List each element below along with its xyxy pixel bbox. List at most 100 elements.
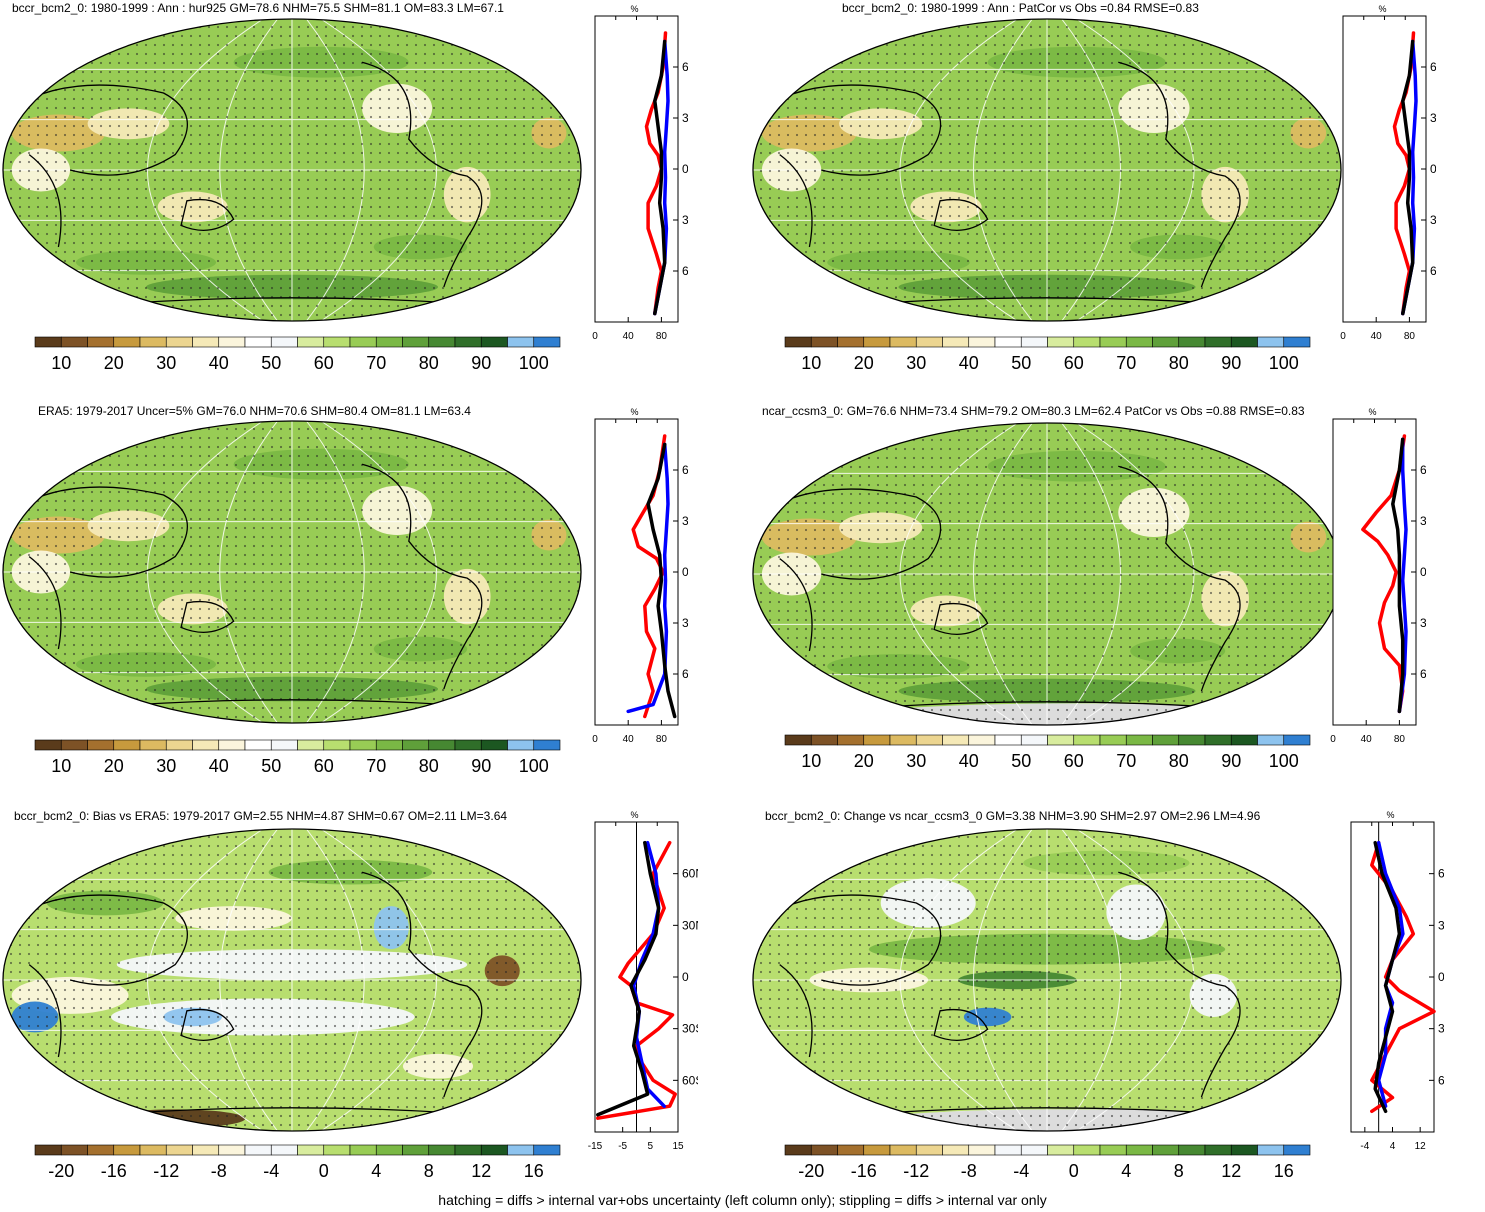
colorbar-swatch <box>1125 336 1153 348</box>
colorbar: -20-16-12-8-4048121620 <box>34 1144 561 1181</box>
colorbar-tick-label: 60 <box>1064 751 1084 771</box>
zonal-lat-label: 60N <box>682 867 698 881</box>
colorbar-tick-label: 16 <box>524 1161 544 1181</box>
colorbar-tick-label: 8 <box>1174 1161 1184 1181</box>
zonal-x-label: 80 <box>1394 734 1406 745</box>
colorbar-swatch <box>507 1144 535 1156</box>
colorbar-swatch <box>375 1144 403 1156</box>
map-border <box>2 420 582 724</box>
colorbar-tick-label: -12 <box>153 1161 179 1181</box>
colorbar-tick-label: 60 <box>1064 353 1084 373</box>
colorbar-swatch <box>323 1144 351 1156</box>
colorbar-swatch <box>942 1144 970 1156</box>
colorbar-tick-label: 60 <box>314 756 334 776</box>
colorbar-swatch <box>139 739 167 751</box>
panel-title: bccr_bcm2_0: 1980-1999 : Ann : hur925 GM… <box>12 1 504 15</box>
zonal-lat-label: 60S <box>682 264 688 278</box>
zonal-lat-label: 60S <box>682 667 688 681</box>
colorbar-swatch <box>34 1144 62 1156</box>
colorbar-tick-label: 10 <box>801 353 821 373</box>
zonal-lat-label: 30N <box>682 514 688 528</box>
colorbar-tick-label: 40 <box>959 751 979 771</box>
colorbar-swatch <box>915 734 943 746</box>
world-map <box>2 828 582 1132</box>
colorbar-swatch <box>34 336 62 348</box>
colorbar-swatch <box>218 1144 246 1156</box>
colorbar-tick-label: 70 <box>366 756 386 776</box>
zonal-unit-label: % <box>630 407 638 417</box>
colorbar-swatch <box>915 1144 943 1156</box>
colorbar-swatch <box>1099 336 1127 348</box>
colorbar-swatch <box>968 1144 996 1156</box>
colorbar-swatch <box>165 739 193 751</box>
colorbar-tick-label: 20 <box>104 353 124 373</box>
zonal-x-label: 0 <box>592 734 598 745</box>
colorbar-tick-label: -12 <box>903 1161 929 1181</box>
colorbar-tick-label: 70 <box>1116 751 1136 771</box>
zonal-x-label: 15 <box>672 1141 684 1152</box>
colorbar-swatch <box>1020 336 1048 348</box>
zonal-mean-plot: % 60N 30N 0 30S 60S -15 -5 5 15 <box>588 810 698 1152</box>
world-map <box>752 18 1342 322</box>
colorbar-swatch <box>994 1144 1022 1156</box>
zonal-lat-label: 0 <box>682 970 689 984</box>
stippling <box>753 423 1341 725</box>
colorbar-swatch <box>1047 336 1075 348</box>
colorbar-tick-label: 70 <box>366 353 386 373</box>
zonal-lat-label: 60N <box>1438 867 1444 881</box>
zonal-unit-label: % <box>1386 810 1394 820</box>
colorbar-tick-label: 50 <box>261 756 281 776</box>
colorbar-swatch <box>270 739 298 751</box>
colorbar-swatch <box>402 739 430 751</box>
colorbar-swatch <box>1020 734 1048 746</box>
colorbar-swatch <box>244 1144 272 1156</box>
world-map <box>752 422 1342 726</box>
colorbar-tick-label: -16 <box>851 1161 877 1181</box>
panel-title: ncar_ccsm3_0: GM=76.6 NHM=73.4 SHM=79.2 … <box>762 404 1305 418</box>
colorbar-swatch <box>863 336 891 348</box>
colorbar-swatch <box>994 336 1022 348</box>
zonal-line-blue <box>626 442 670 714</box>
colorbar-swatch <box>87 739 115 751</box>
colorbar-swatch <box>1152 1144 1180 1156</box>
stippling <box>3 829 581 1131</box>
zonal-mean-plot: % 60N 30N 0 30S 60S 0 40 80 <box>592 4 688 342</box>
zonal-lat-label: 0 <box>1438 970 1444 984</box>
colorbar-swatch <box>428 739 456 751</box>
zonal-x-label: 40 <box>1371 331 1383 342</box>
stippling <box>3 19 581 321</box>
colorbar-tick-label: 90 <box>1221 353 1241 373</box>
colorbar-tick-label: 50 <box>261 353 281 373</box>
zonal-lat-label: 60N <box>1430 60 1436 74</box>
colorbar-swatch <box>942 734 970 746</box>
colorbar-tick-label: 60 <box>314 353 334 373</box>
colorbar-swatch <box>139 1144 167 1156</box>
colorbar-tick-label: 10 <box>51 756 71 776</box>
colorbar-tick-label: 90 <box>1221 751 1241 771</box>
colorbar-swatch <box>297 739 325 751</box>
colorbar-swatch <box>113 739 141 751</box>
zonal-lat-label: 0 <box>682 162 688 176</box>
colorbar-swatch <box>218 739 246 751</box>
colorbar-tick-label: 0 <box>319 1161 329 1181</box>
zonal-lat-label: 30N <box>1430 111 1436 125</box>
zonal-frame <box>1350 821 1435 1133</box>
colorbar-tick-label: 4 <box>371 1161 381 1181</box>
colorbar-tick-label: 80 <box>419 353 439 373</box>
colorbar-tick-label: 100 <box>1269 353 1299 373</box>
zonal-lat-label: 60S <box>1438 1073 1444 1087</box>
colorbar-swatch <box>1020 1144 1048 1156</box>
zonal-lat-label: 30N <box>1420 514 1426 528</box>
colorbar-swatch <box>454 336 482 348</box>
colorbar-swatch <box>87 336 115 348</box>
colorbar-tick-label: 80 <box>1169 353 1189 373</box>
colorbar-swatch <box>1152 336 1180 348</box>
zonal-line-blue <box>1397 437 1408 714</box>
colorbar-swatch <box>810 336 838 348</box>
colorbar-swatch <box>349 1144 377 1156</box>
colorbar-tick-label: 70 <box>1116 353 1136 373</box>
colorbar-swatch <box>270 336 298 348</box>
zonal-lat-label: 60N <box>682 463 688 477</box>
colorbar-swatch <box>454 1144 482 1156</box>
zonal-lat-label: 0 <box>1420 565 1426 579</box>
